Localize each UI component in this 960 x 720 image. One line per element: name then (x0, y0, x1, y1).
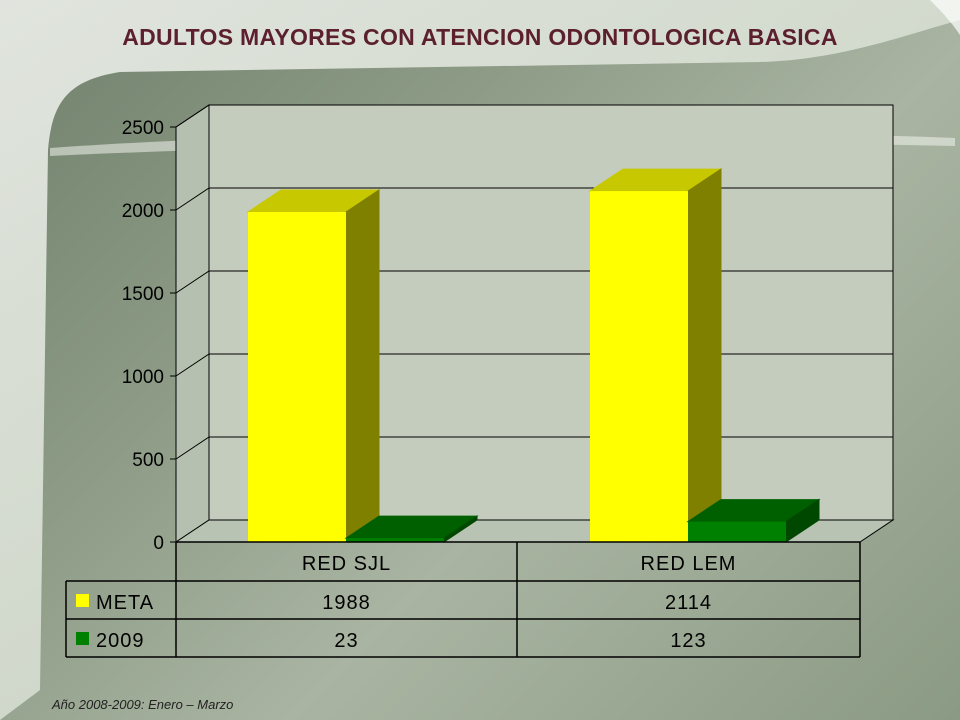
footnote: Año 2008-2009: Enero – Marzo (52, 697, 234, 712)
y-axis: 0 500 1000 1500 2000 2500 (122, 118, 177, 554)
y-tick-label: 2500 (122, 118, 164, 139)
y-tick-label: 0 (153, 533, 164, 554)
legend-label: 2009 (96, 630, 145, 652)
bar-meta-red-lem (588, 168, 723, 543)
data-label: 123 (670, 630, 706, 652)
category-label: RED LEM (641, 553, 737, 575)
y-tick-label: 500 (132, 450, 164, 471)
data-label: 23 (334, 630, 358, 652)
y-tick-label: 1500 (122, 284, 164, 305)
legend-key-2009 (76, 632, 89, 645)
bar-side-face (345, 189, 380, 543)
y-tick-label: 2000 (122, 201, 164, 222)
bar-front-face (346, 538, 444, 542)
bar-front-face (688, 521, 786, 542)
data-table: RED SJL RED LEM META 1988 2114 2009 23 123 (65, 541, 861, 658)
bar-front-face (248, 211, 346, 542)
decorative-corner (930, 0, 960, 35)
chart-title: ADULTOS MAYORES CON ATENCION ODONTOLOGIC… (122, 24, 838, 50)
legend-key-meta (76, 594, 89, 607)
y-tick-label: 1000 (122, 367, 164, 388)
bar-front-face (590, 191, 688, 543)
gridline (175, 104, 893, 128)
data-label: 2114 (665, 592, 712, 614)
bar-meta-red-sjl (246, 189, 381, 543)
side-wall (175, 104, 210, 543)
bar-2009-red-sjl (344, 515, 479, 543)
bar-side-face (687, 168, 722, 543)
legend-label: META (96, 592, 154, 614)
data-label: 1988 (322, 592, 371, 614)
category-label: RED SJL (302, 553, 391, 575)
bars (246, 168, 821, 543)
bar-2009-red-lem (686, 498, 821, 543)
